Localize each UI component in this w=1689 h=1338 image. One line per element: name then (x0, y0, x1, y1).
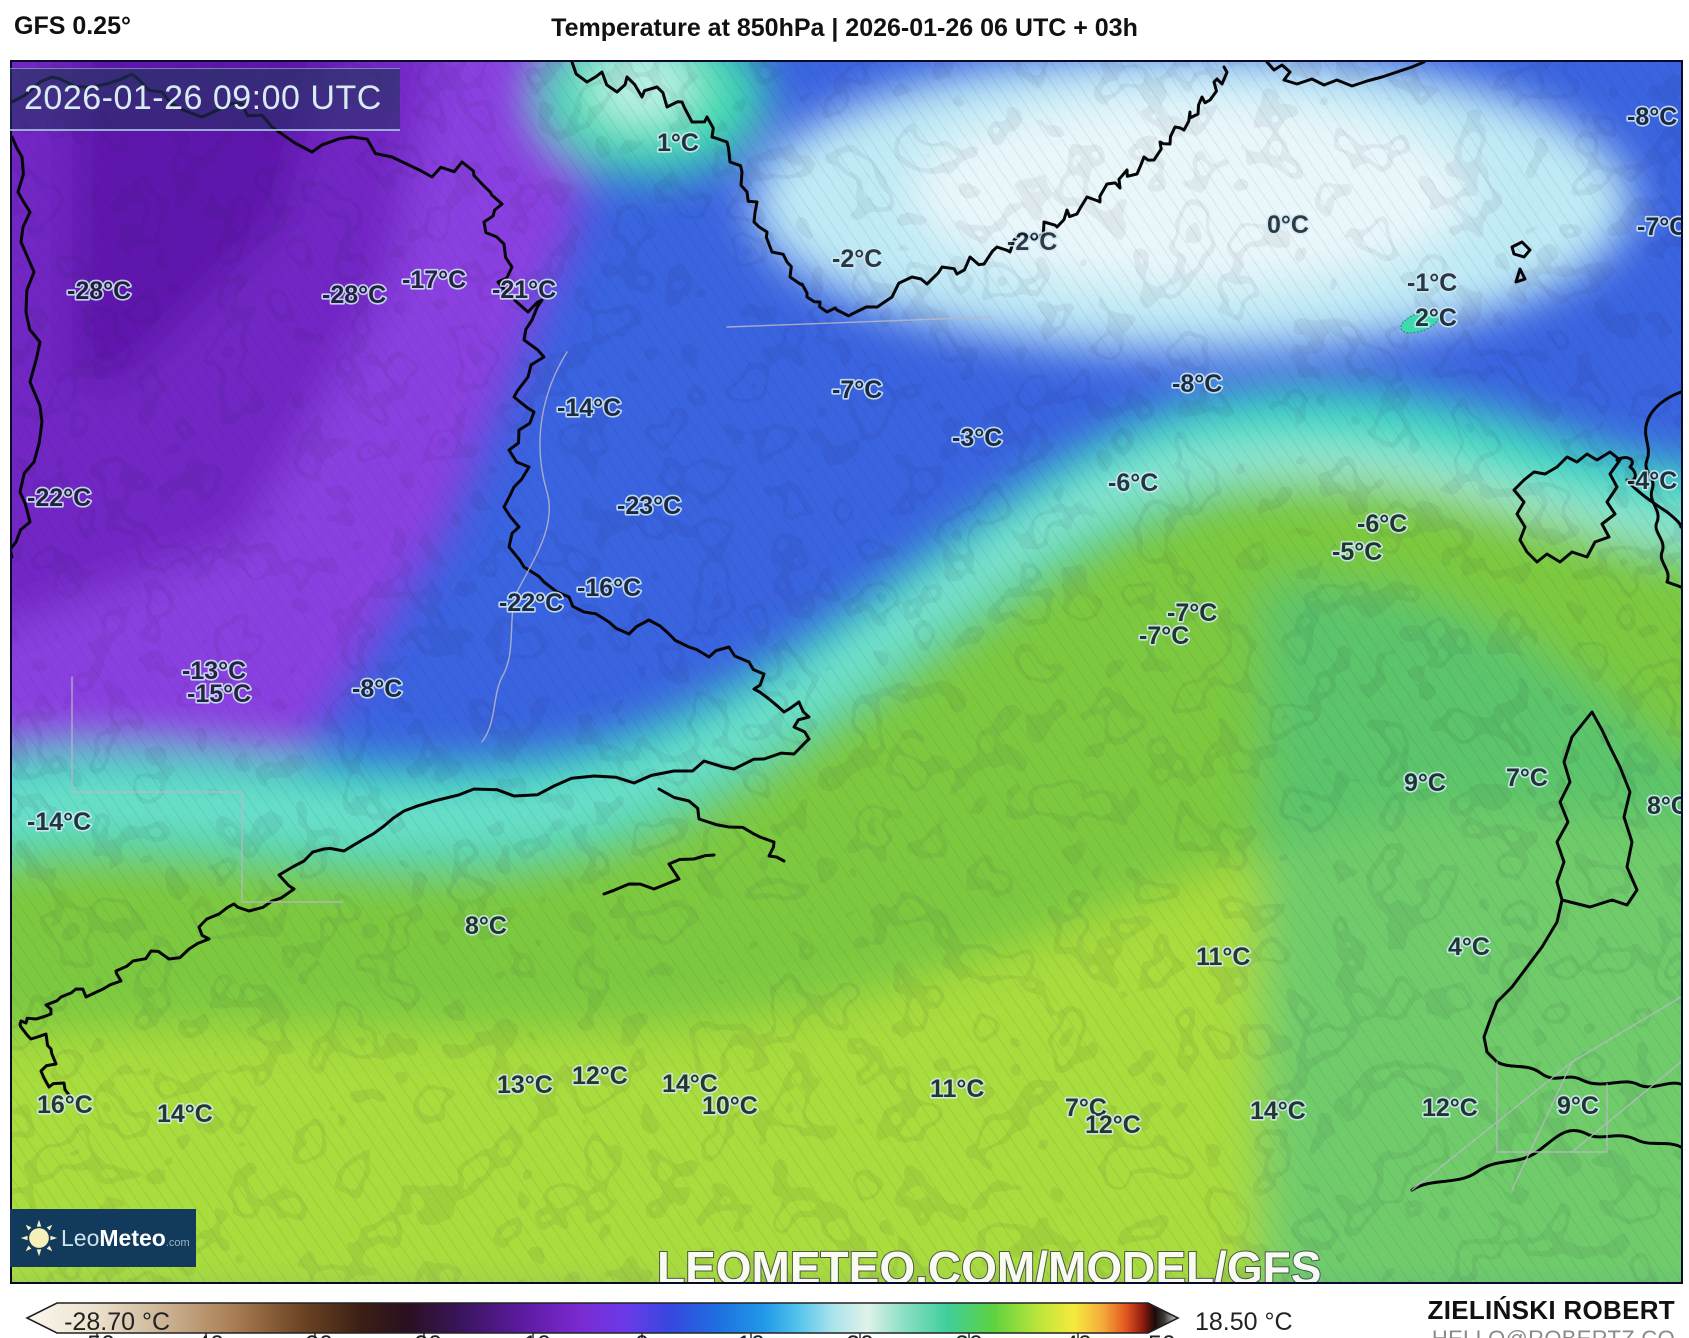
svg-text:50: 50 (1148, 1331, 1176, 1338)
svg-text:-15°C: -15°C (187, 680, 251, 708)
svg-text:0°C: 0°C (1267, 211, 1309, 239)
svg-text:-20: -20 (406, 1331, 442, 1338)
svg-text:8°C: 8°C (1647, 792, 1681, 820)
svg-text:40: 40 (1064, 1331, 1092, 1338)
svg-text:-22°C: -22°C (499, 589, 563, 617)
svg-text:8°C: 8°C (465, 912, 507, 940)
svg-text:0: 0 (635, 1331, 649, 1338)
svg-text:-28°C: -28°C (67, 277, 131, 305)
svg-text:13°C: 13°C (497, 1071, 553, 1099)
svg-text:16°C: 16°C (37, 1091, 93, 1119)
svg-text:-8°C: -8°C (352, 675, 402, 703)
svg-text:7°C: 7°C (1506, 764, 1548, 792)
svg-text:-3°C: -3°C (952, 424, 1002, 452)
svg-text:-5°C: -5°C (1332, 538, 1382, 566)
svg-text:-1°C: -1°C (1407, 269, 1457, 297)
svg-text:14°C: 14°C (1250, 1097, 1306, 1125)
svg-text:-40: -40 (188, 1331, 224, 1338)
svg-text:10: 10 (737, 1331, 765, 1338)
svg-text:12°C: 12°C (572, 1062, 628, 1090)
svg-text:-2°C: -2°C (1007, 228, 1057, 256)
svg-text:12°C: 12°C (1085, 1111, 1141, 1139)
svg-text:1°C: 1°C (657, 129, 699, 157)
svg-text:12°C: 12°C (1422, 1094, 1478, 1122)
svg-text:-17°C: -17°C (402, 266, 466, 294)
svg-text:-7°C: -7°C (1139, 622, 1189, 650)
svg-text:4°C: 4°C (1448, 933, 1490, 961)
svg-text:-6°C: -6°C (1108, 469, 1158, 497)
svg-text:10°C: 10°C (702, 1092, 758, 1120)
svg-text:-21°C: -21°C (492, 276, 556, 304)
svg-text:-30: -30 (297, 1331, 333, 1338)
svg-text:9°C: 9°C (1557, 1092, 1599, 1120)
svg-text:-7°C: -7°C (832, 376, 882, 404)
svg-text:-2°C: -2°C (832, 245, 882, 273)
svg-text:-23°C: -23°C (617, 492, 681, 520)
svg-text:LEOMETEO.COM/MODEL/GFS: LEOMETEO.COM/MODEL/GFS (657, 1242, 1321, 1282)
svg-text:9°C: 9°C (1404, 769, 1446, 797)
svg-text:-14°C: -14°C (557, 394, 621, 422)
svg-text:2°C: 2°C (1415, 304, 1457, 332)
svg-text:11°C: 11°C (930, 1075, 984, 1103)
svg-text:20: 20 (846, 1331, 874, 1338)
svg-text:14°C: 14°C (157, 1100, 213, 1128)
svg-text:-16°C: -16°C (577, 574, 641, 602)
svg-text:-14°C: -14°C (27, 808, 91, 836)
svg-text:-10: -10 (515, 1331, 551, 1338)
svg-text:-8°C: -8°C (1627, 103, 1677, 131)
svg-text:11°C: 11°C (1196, 943, 1250, 971)
svg-text:-6°C: -6°C (1357, 510, 1407, 538)
svg-text:-22°C: -22°C (27, 484, 91, 512)
svg-text:-7°C: -7°C (1637, 213, 1681, 241)
svg-text:-28°C: -28°C (322, 281, 386, 309)
svg-text:-4°C: -4°C (1627, 467, 1677, 495)
svg-text:-8°C: -8°C (1172, 370, 1222, 398)
svg-text:30: 30 (955, 1331, 983, 1338)
